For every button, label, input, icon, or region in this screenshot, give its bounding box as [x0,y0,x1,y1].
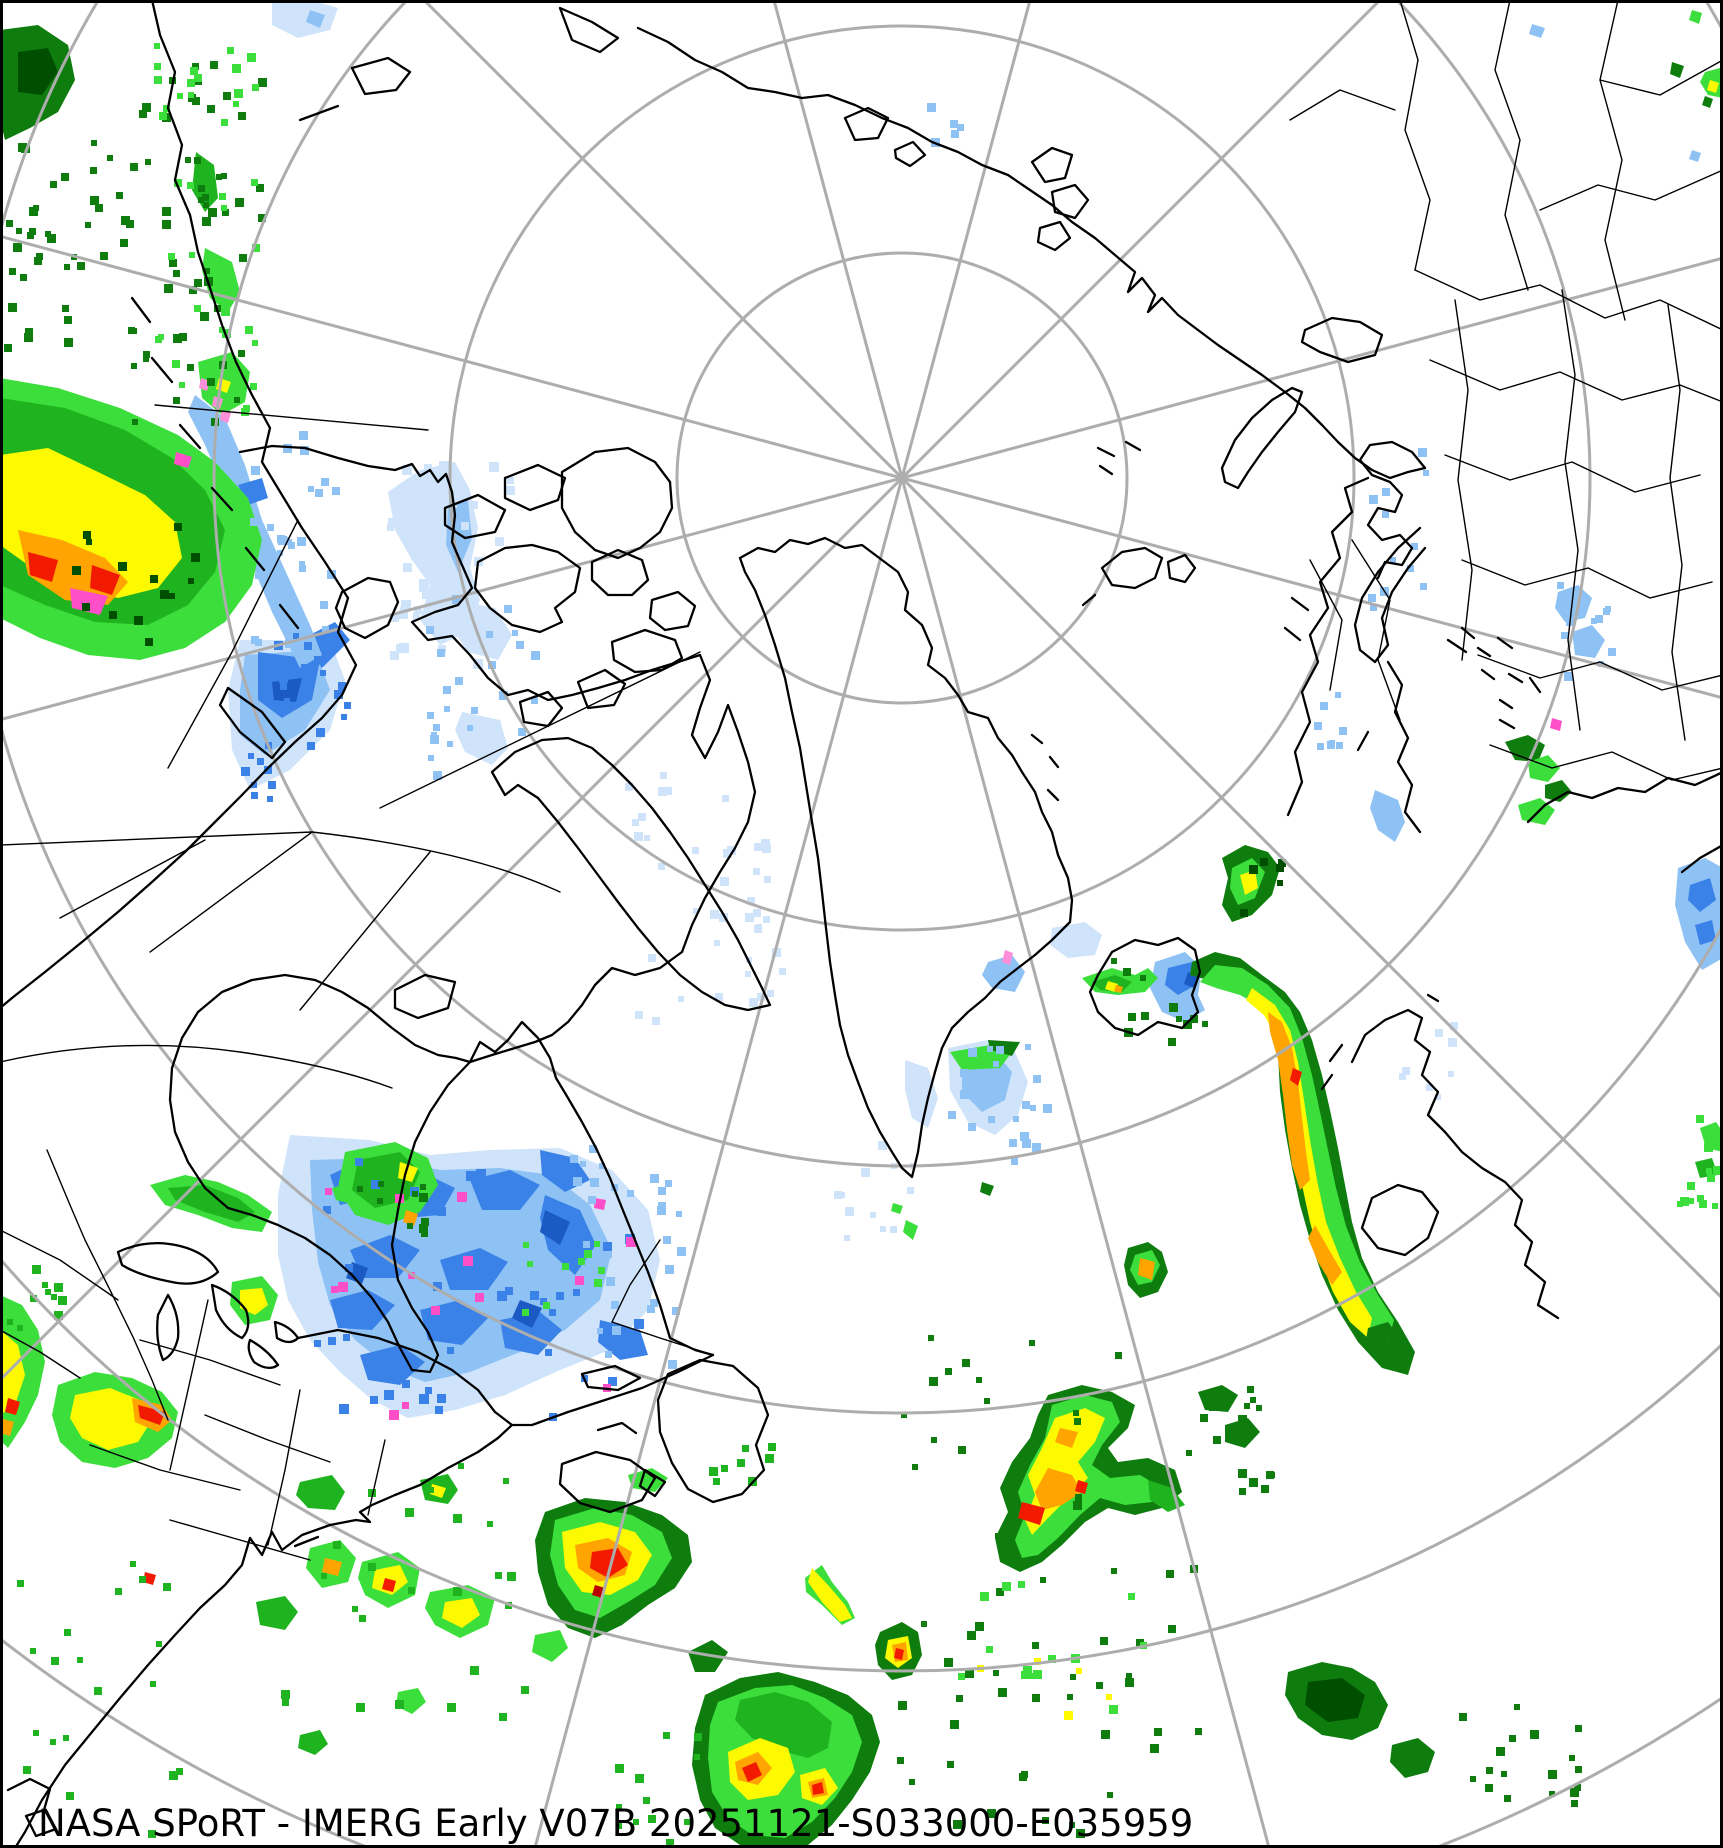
precipitation-speckle-layer [4,43,1721,1846]
map-title: NASA SPoRT - IMERG Early V07B 20251121-S… [38,1802,1193,1845]
